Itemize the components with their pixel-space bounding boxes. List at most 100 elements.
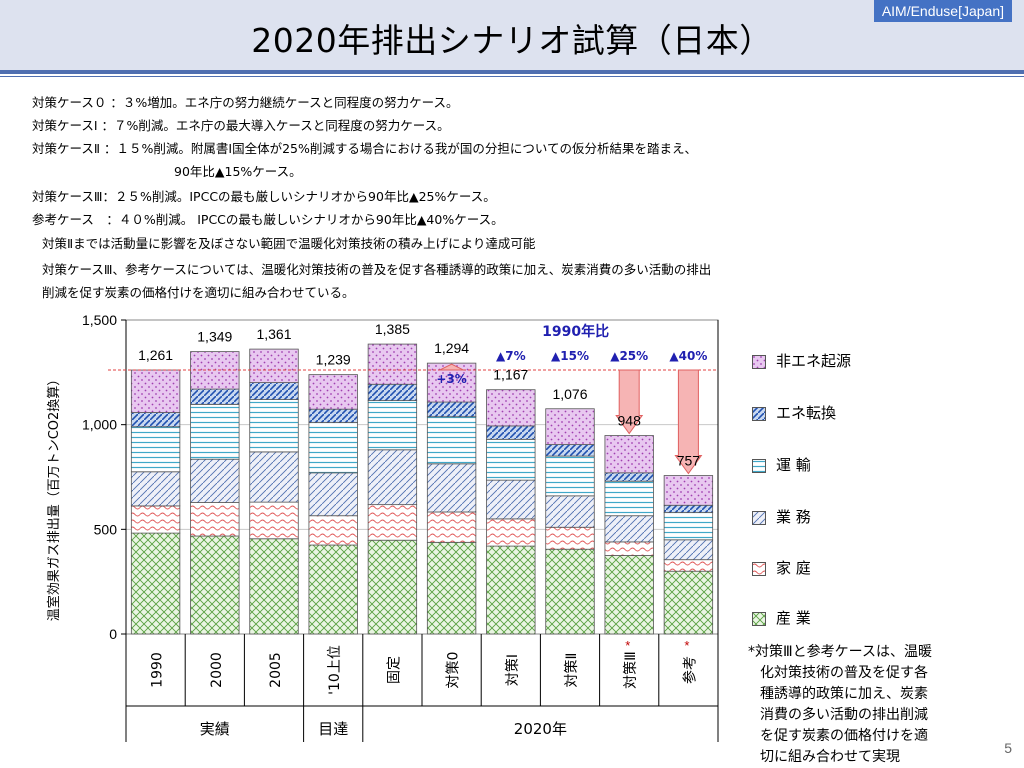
bar-segment xyxy=(426,541,477,635)
bar-segment xyxy=(545,526,595,550)
bar-segment xyxy=(604,472,654,482)
bar-total-label: 1,361 xyxy=(256,326,291,342)
bar-segment xyxy=(367,383,418,401)
bar-segment xyxy=(426,401,477,418)
legend-label: 産 業 xyxy=(776,609,811,627)
bar-segment xyxy=(308,422,358,474)
legend-item: 非エネ起源 xyxy=(752,350,851,371)
bar-segment xyxy=(249,538,299,635)
category-asterisk: * xyxy=(625,638,630,653)
side-note-line: 切に組み合わせて実現 xyxy=(760,749,900,765)
slide-title: 2020年排出シナリオ試算（日本） xyxy=(251,21,773,60)
category-label: 2005 xyxy=(268,652,284,688)
reduction-arrow xyxy=(674,369,703,475)
bar-segment xyxy=(663,559,714,572)
bar-segment xyxy=(426,463,477,513)
bar-segment xyxy=(308,408,358,423)
bar-segment xyxy=(486,518,536,547)
bar-segment xyxy=(604,541,654,556)
category-label: 対策Ⅱ xyxy=(563,653,580,688)
bar-segment xyxy=(545,455,595,497)
side-note-line: 消費の多い活動の排出削減 xyxy=(760,707,928,723)
y-tick-label: 0 xyxy=(109,626,117,642)
legend-swatch xyxy=(752,561,766,576)
bar-segment xyxy=(130,505,181,534)
legend-label: エネ転換 xyxy=(776,404,837,422)
category-label: 固定 xyxy=(386,656,402,684)
bar-segment xyxy=(545,444,595,457)
bar-segment xyxy=(663,504,714,513)
description-line: 対策ケースⅢ：２５%削減。IPCCの最も厳しいシナリオから90年比▲25%ケース… xyxy=(32,189,496,204)
bar-segment xyxy=(190,535,240,635)
category-label: 対策Ⅲ xyxy=(622,651,639,689)
bar-total-label: 1,239 xyxy=(316,352,351,368)
category-label: 参考 xyxy=(681,656,698,684)
category-asterisk: * xyxy=(684,638,689,653)
bar-segment xyxy=(190,388,240,405)
bar-total-label: 1,385 xyxy=(375,321,410,337)
reduction-label: ▲15% xyxy=(551,349,589,363)
bar-segment xyxy=(367,400,418,451)
page-number: 5 xyxy=(1004,740,1012,756)
side-note-line: *対策Ⅲと参考ケースは、温暖 xyxy=(748,644,932,660)
legend-swatch xyxy=(752,458,766,473)
bar-segment xyxy=(604,480,654,517)
bar-segment xyxy=(486,545,536,635)
legend-swatch xyxy=(752,354,766,369)
bar-segment xyxy=(367,504,418,541)
legend-swatch xyxy=(752,406,766,421)
increase-arrow xyxy=(439,363,464,371)
description-line: 対策Ⅱまでは活動量に影響を及ぼさない範囲で温暖化対策技術の積み上げにより達成可能 xyxy=(42,236,536,251)
group-label: 目達 xyxy=(318,720,348,738)
bar-segment xyxy=(190,403,240,460)
reduction-label: ▲25% xyxy=(610,349,648,363)
group-label: 2020年 xyxy=(514,720,567,738)
header-rule-thin xyxy=(0,76,1024,77)
category-label: 2000 xyxy=(209,652,225,688)
legend-label: 非エネ起源 xyxy=(776,352,852,370)
y-tick-label: 1,500 xyxy=(82,312,117,328)
bar-segment xyxy=(663,512,714,541)
bar-segment xyxy=(190,502,240,537)
y-tick-label: 1,000 xyxy=(82,417,117,433)
bar-segment xyxy=(426,416,477,465)
category-label: '10上位 xyxy=(327,645,343,695)
bar-segment xyxy=(367,539,418,635)
bar-segment xyxy=(604,515,654,543)
legend-item: 業 務 xyxy=(752,506,811,527)
legend-label: 運 輸 xyxy=(776,456,811,474)
source-badge: AIM/Enduse[Japan] xyxy=(873,0,1012,22)
bar-segment xyxy=(367,449,418,506)
bar-total-label: 1,076 xyxy=(552,386,587,402)
bar-segment xyxy=(426,511,477,543)
bar-segment xyxy=(249,348,299,383)
bar-segment xyxy=(663,570,714,635)
description-line: 削減を促す炭素の価格付けを適切に組み合わせている。 xyxy=(42,285,355,300)
y-tick-label: 500 xyxy=(94,521,118,537)
reduction-label: ▲7% xyxy=(496,349,526,363)
side-note-line: を促す炭素の価格付けを適 xyxy=(760,728,928,744)
bar-segment xyxy=(545,495,595,528)
bar-segment xyxy=(249,382,299,400)
header-rule xyxy=(0,70,1024,74)
bar-total-label: 1,261 xyxy=(138,347,173,363)
annotation-header: 1990年比 xyxy=(542,323,609,340)
side-note-line: 化対策技術の普及を促す各 xyxy=(760,665,928,681)
description-line: 対策ケースⅡ ：１５%削減。附属書Ⅰ国全体が25%削減する場合における我が国の分… xyxy=(32,141,697,156)
reduction-arrow xyxy=(615,369,644,435)
bar-segment xyxy=(486,438,536,481)
bar-segment xyxy=(130,532,181,635)
bar-segment xyxy=(308,472,358,517)
bar-segment xyxy=(130,471,181,507)
side-note: *対策Ⅲと参考ケースは、温暖 化対策技術の普及を促す各 種誘導的政策に加え、炭素… xyxy=(748,642,988,768)
category-label: 1990 xyxy=(150,652,166,688)
legend-label: 家 庭 xyxy=(776,559,811,577)
category-label: 対策Ⅰ xyxy=(504,654,521,686)
bar-total-label: 948 xyxy=(618,413,642,429)
category-label: 対策0 xyxy=(445,652,462,689)
reduction-label: +3% xyxy=(436,372,466,386)
bar-segment xyxy=(367,343,418,385)
y-axis-title: 温室効果ガス排出量（百万トンCO2換算） xyxy=(46,373,62,622)
bar-segment xyxy=(545,548,595,635)
group-label: 実績 xyxy=(200,720,230,738)
